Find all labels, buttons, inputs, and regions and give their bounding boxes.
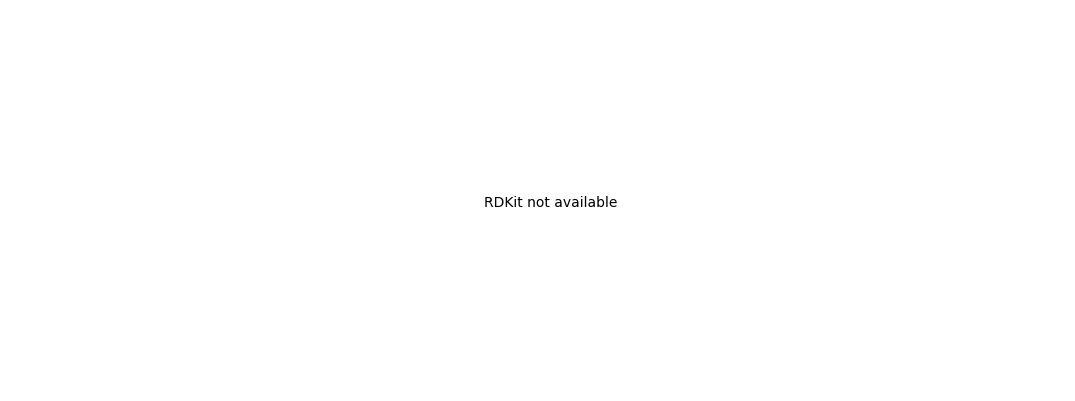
Text: RDKit not available: RDKit not available — [484, 196, 618, 209]
